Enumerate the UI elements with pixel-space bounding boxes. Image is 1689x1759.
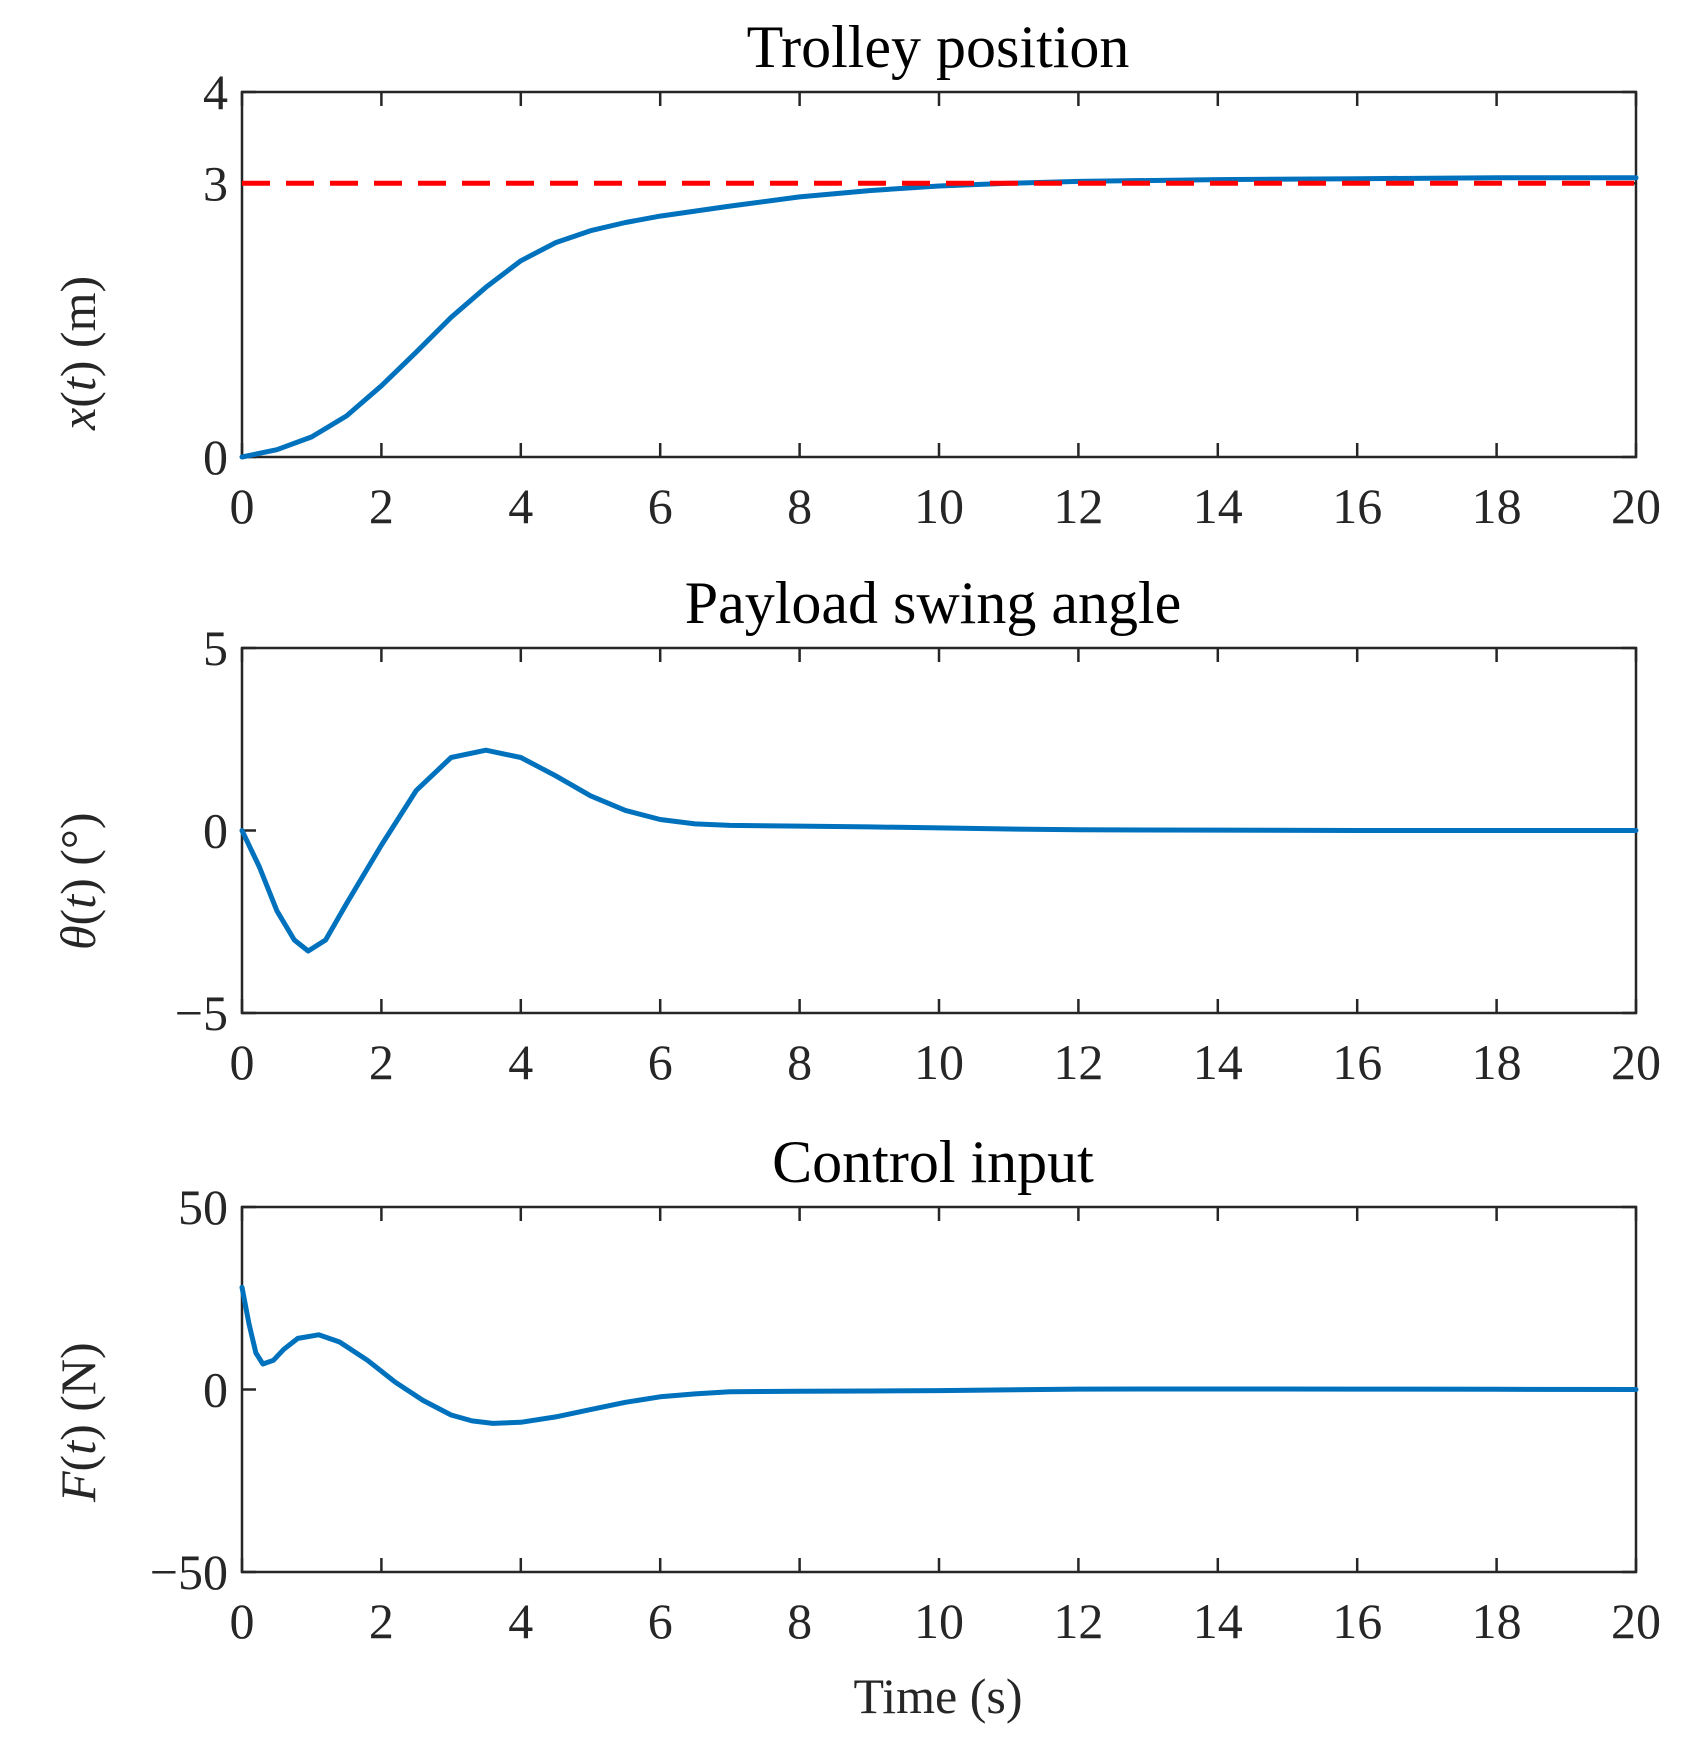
x-tick-label: 10 (914, 1593, 964, 1649)
x-tick-label: 8 (787, 1593, 812, 1649)
chart-title: Control input (772, 1129, 1094, 1195)
x-axis-label: Time (s) (853, 1668, 1022, 1724)
x-tick-label: 14 (1193, 478, 1243, 534)
plot-frame (240, 90, 1638, 459)
series-line-x-t- (239, 175, 1639, 460)
x-tick-label: 16 (1332, 1034, 1382, 1090)
y-tick-label: −50 (150, 1544, 228, 1600)
y-tick-label: 5 (203, 620, 228, 676)
x-tick-label: 6 (648, 1034, 673, 1090)
series-line-f-t- (239, 1284, 1639, 1426)
y-axis-label: θ(t) (°) (50, 812, 106, 950)
x-tick-label: 2 (369, 1034, 394, 1090)
y-tick-label: 0 (203, 429, 228, 485)
x-tick-label: 18 (1472, 478, 1522, 534)
x-tick-label: 4 (508, 1593, 533, 1649)
x-tick-label: 18 (1472, 1034, 1522, 1090)
x-tick-label: 6 (648, 1593, 673, 1649)
tick-layer: 0 2 4 6 8 10 12 14 16 18 20 0 3 4 (203, 64, 1661, 534)
chart-title: Payload swing angle (685, 570, 1182, 636)
y-tick-label: 3 (203, 155, 228, 211)
x-tick-label: 14 (1193, 1034, 1243, 1090)
x-tick-label: 8 (787, 478, 812, 534)
x-tick-label: 12 (1053, 1593, 1103, 1649)
x-tick-label: 16 (1332, 1593, 1382, 1649)
y-tick-label: 50 (178, 1179, 228, 1235)
series-layer (239, 1284, 1639, 1426)
y-tick-label: 0 (203, 803, 228, 859)
x-tick-label: 2 (369, 1593, 394, 1649)
chart-title: Trolley position (747, 14, 1130, 80)
x-tick-label: 12 (1053, 478, 1103, 534)
x-tick-label: 6 (648, 478, 673, 534)
y-tick-label: 0 (203, 1362, 228, 1418)
x-tick-label: 16 (1332, 478, 1382, 534)
x-tick-label: 18 (1472, 1593, 1522, 1649)
x-tick-label: 4 (508, 478, 533, 534)
tick-layer: 0 2 4 6 8 10 12 14 16 18 20−505 (175, 620, 1661, 1090)
y-tick-label: 4 (203, 64, 228, 120)
y-tick-label: −5 (175, 985, 228, 1041)
x-tick-label: 2 (369, 478, 394, 534)
x-tick-label: 10 (914, 1034, 964, 1090)
x-tick-label: 20 (1611, 478, 1661, 534)
x-tick-label: 12 (1053, 1034, 1103, 1090)
x-tick-label: 20 (1611, 1034, 1661, 1090)
series-layer (239, 175, 1639, 460)
x-tick-label: 20 (1611, 1593, 1661, 1649)
x-tick-label: 8 (787, 1034, 812, 1090)
x-tick-label: 0 (230, 1593, 255, 1649)
x-tick-label: 0 (230, 478, 255, 534)
x-tick-label: 4 (508, 1034, 533, 1090)
y-axis-label: x(t) (m) (50, 276, 106, 431)
x-tick-label: 10 (914, 478, 964, 534)
trolley-position-panel: Trolley position 0 2 4 6 8 10 12 14 16 18 20 0 3 4 x(… (50, 14, 1661, 534)
y-axis-label: F(t) (N) (50, 1342, 106, 1503)
x-tick-label: 14 (1193, 1593, 1243, 1649)
x-tick-label: 0 (230, 1034, 255, 1090)
series-layer (239, 747, 1639, 954)
series-line-theta-t- (239, 747, 1639, 954)
payload-swing-angle-panel: Payload swing angle 0 2 4 6 8 10 12 14 16 18 20−50… (50, 570, 1661, 1090)
